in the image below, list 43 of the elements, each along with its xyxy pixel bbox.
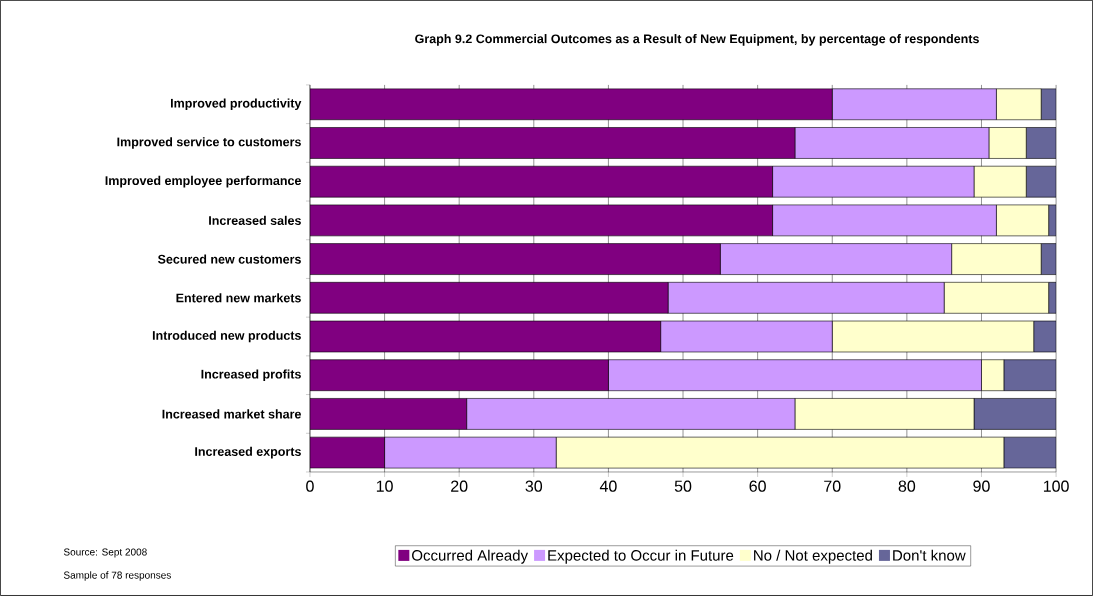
x-tick-label: 50 (674, 480, 692, 492)
y-tick-label: Improved service to customers (117, 137, 301, 149)
bar (1025, 127, 1057, 159)
x-tick-label: 40 (599, 480, 617, 492)
bar (1003, 436, 1057, 469)
bar (309, 243, 721, 275)
x-tick-label: 30 (525, 480, 543, 492)
y-tick-label: Introduced new products (152, 330, 301, 343)
bar (309, 88, 833, 121)
source-note: Source: Sept 2008 (63, 548, 147, 558)
legend-label: No / Not expected (754, 549, 872, 564)
bar (309, 127, 796, 159)
legend-label: Don't know (893, 549, 966, 561)
y-tick-label: Increased sales (209, 215, 301, 226)
bar (1025, 165, 1057, 198)
x-tick-label: 0 (306, 480, 314, 492)
y-tick-label: Improved productivity (170, 98, 302, 111)
y-tick-label: Improved employee performance (105, 175, 301, 188)
bar (309, 359, 609, 392)
legend-label: Expected to Occur in Future (548, 549, 734, 564)
bar (309, 398, 467, 430)
bar (309, 436, 385, 469)
x-tick-label: 70 (824, 480, 841, 492)
x-tick-label: 80 (898, 480, 916, 492)
legend-label: Occurred Already (412, 549, 529, 564)
text: Sample of 78 responses (63, 571, 171, 581)
y-tick-label: Increased profits (201, 369, 301, 382)
bar (973, 398, 1057, 430)
y-tick-label: Secured new customers (157, 254, 301, 264)
x-tick-label: 20 (451, 480, 468, 492)
y-tick-label: Increased market share (162, 409, 301, 419)
y-tick-label: Increased exports (195, 446, 301, 459)
bar (309, 204, 773, 237)
x-tick-label: 10 (376, 480, 393, 492)
x-tick-label: 100 (1043, 480, 1069, 492)
bar (1003, 359, 1057, 392)
x-tick-label: 90 (973, 480, 990, 492)
y-tick-label: Entered new markets (176, 293, 301, 303)
x-tick-label: 60 (749, 480, 766, 492)
bar (309, 165, 773, 198)
chart-title: Graph 9.2 Commercial Outcomes as a Result of New Equipment, by percentage of respondents (415, 34, 979, 46)
bar (309, 320, 661, 353)
bar (309, 282, 669, 314)
